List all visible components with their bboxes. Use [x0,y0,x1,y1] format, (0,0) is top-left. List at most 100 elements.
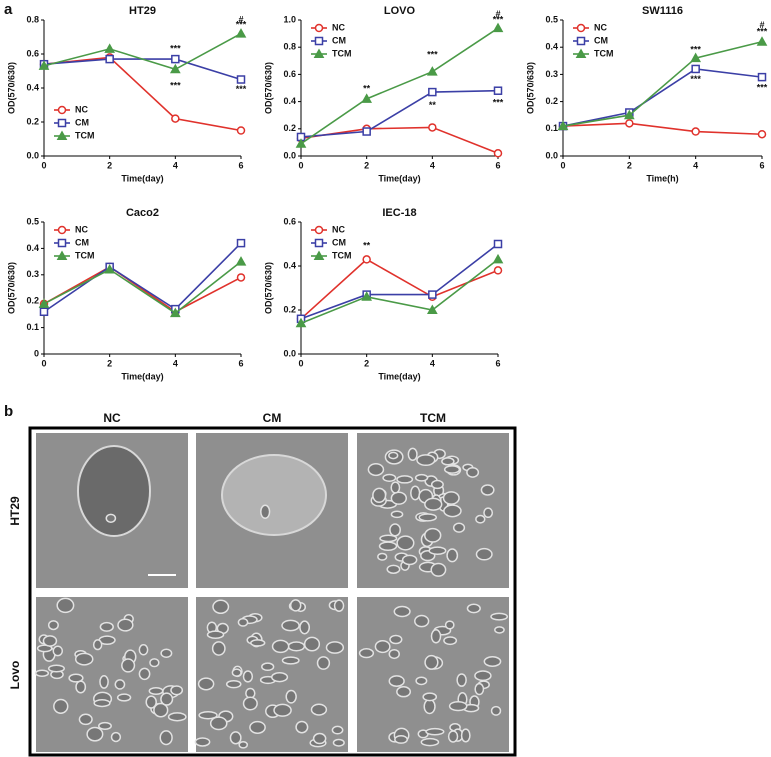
x-tick-label: 0 [560,160,565,170]
y-tick-label: 0.8 [26,14,39,24]
cell [75,680,87,694]
marker [236,273,246,282]
marker [625,119,634,128]
significance-mark: *** [757,82,768,92]
cell [105,513,117,524]
cell [420,737,440,747]
series-line [300,243,499,320]
legend-label: NC [332,224,345,234]
cell [367,462,385,477]
marker [104,43,116,53]
cell [460,728,471,743]
legend-marker [56,130,68,140]
legend-marker [314,36,324,46]
panel-label: a [4,1,13,18]
x-tick-label: 0 [41,358,46,368]
x-tick-label: 0 [41,160,46,170]
micrograph [34,597,188,752]
series-line [300,27,499,145]
cell [99,621,114,632]
cell [448,700,468,712]
y-tick-label: 0.0 [283,150,296,160]
cell [423,698,436,715]
significance-mark: *** [757,27,768,37]
legend-marker [576,23,586,33]
cell [197,677,215,691]
y-tick-label: 0.5 [26,216,39,226]
marker [235,28,247,38]
x-tick-label: 0 [298,358,303,368]
marker [493,86,503,95]
cell [475,547,493,561]
cell [110,731,122,743]
legend-marker [56,250,68,260]
y-tick-label: 0.4 [283,96,296,106]
y-tick-label: 0.0 [283,348,296,358]
cell [388,648,400,660]
column-label: TCM [420,411,446,425]
series-line [300,126,499,155]
cell [116,693,132,702]
legend-marker [313,250,325,260]
x-tick-label: 4 [173,358,178,368]
cell [211,641,226,656]
cell [299,620,311,635]
micrograph [357,597,509,752]
x-tick-label: 4 [430,358,435,368]
legend-label: NC [594,22,607,32]
marker [39,307,49,317]
y-tick-label: 0.0 [545,150,558,160]
cell [237,617,249,627]
row-label: Lovo [8,661,22,690]
cell [273,703,292,717]
significance-mark: *** [690,74,701,84]
cell [490,612,509,621]
series-line [43,56,242,132]
micrograph [36,433,188,588]
cell [389,634,403,645]
cell [138,667,151,681]
y-tick-label: 0.5 [545,14,558,24]
cell [93,699,111,708]
legend-label: TCM [332,48,352,58]
legend-marker [314,23,324,33]
cell [34,669,50,677]
cell [396,535,415,551]
cell [414,614,430,628]
chart: IEC-18 0.0 0.2 0.4 0.6 0 2 4 6 Time(day) OD(570/63… [263,207,504,381]
cell [401,554,418,566]
cell [242,696,258,711]
y-tick-label: 1.0 [283,14,296,24]
y-tick-label: 0.2 [26,296,39,306]
marker [493,149,503,158]
cell [242,670,254,683]
cell [47,664,65,673]
marker [38,298,50,308]
cell [325,641,345,654]
marker [362,127,371,136]
significance-mark: ** [363,241,371,251]
cell [78,713,93,726]
cell [261,662,275,672]
cell [396,475,414,484]
series-line [300,258,499,324]
y-tick-label: 0.2 [545,96,558,106]
cell [466,466,480,478]
cell [393,605,411,618]
cell [260,504,271,520]
y-axis-label: OD(570/630) [263,62,273,114]
y-tick-label: 0.3 [26,269,39,279]
cell [209,716,228,731]
legend-label: CM [75,237,89,247]
cell [281,619,300,632]
cell [99,675,109,689]
cell [86,726,104,742]
chart: LOVO 0.0 0.2 0.4 0.6 0.8 1.0 0 2 4 6 Time(day) OD(57… [263,5,503,183]
x-tick-label: 2 [364,160,369,170]
chart: HT29 0.0 0.2 0.4 0.6 0.8 0 2 4 6 Time(day) OD(570/6… [6,5,246,183]
micrograph [196,433,348,588]
cell [295,720,309,734]
cell [414,473,429,482]
cell [42,635,58,647]
cell [378,541,398,551]
